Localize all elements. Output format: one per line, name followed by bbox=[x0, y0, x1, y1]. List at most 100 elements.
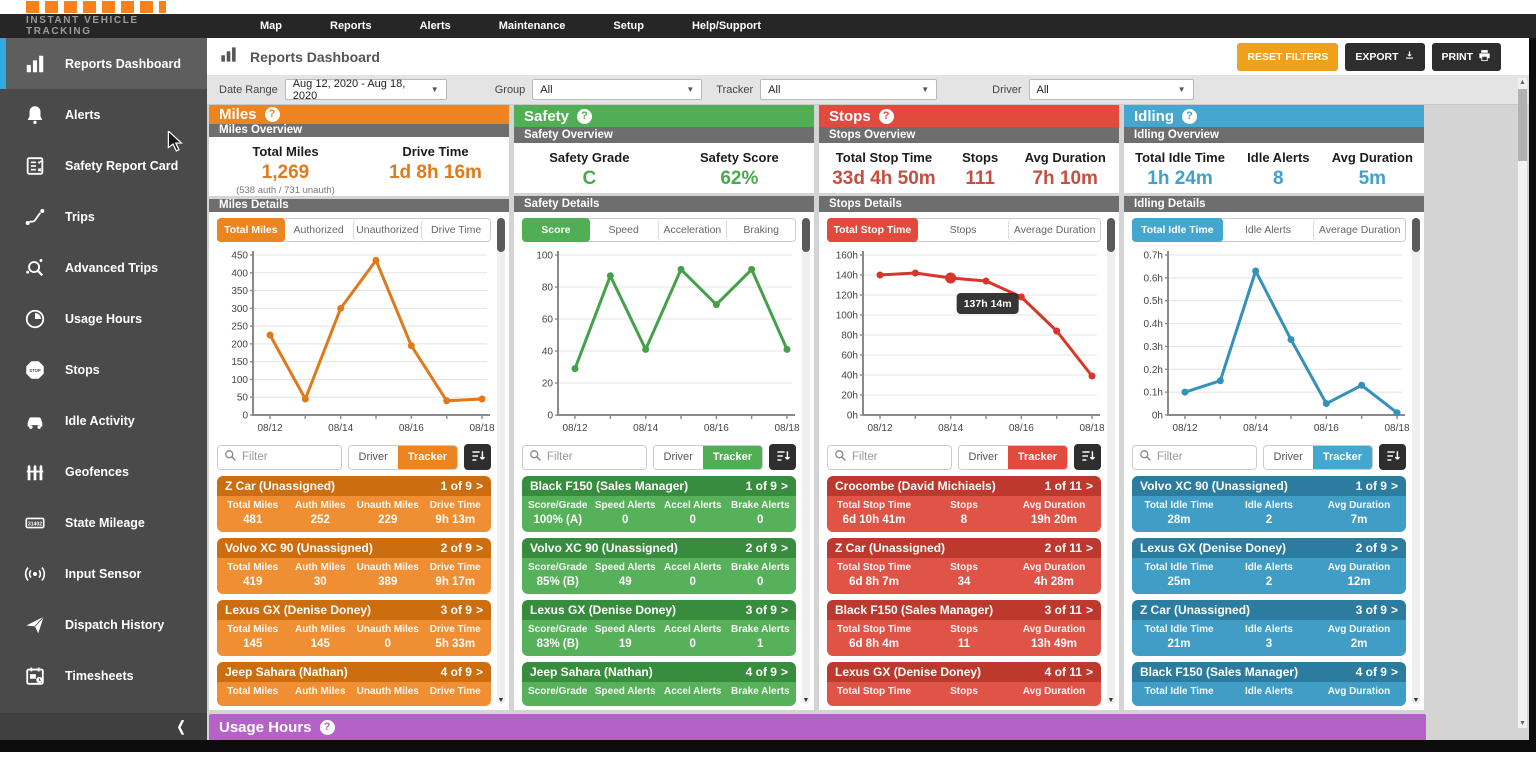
nav-item-map[interactable]: Map bbox=[260, 20, 282, 32]
details-scrollbar[interactable]: ▼ bbox=[497, 218, 505, 704]
tab-unauthorized[interactable]: Unauthorized bbox=[352, 219, 422, 241]
driver-toggle[interactable]: Driver bbox=[1263, 445, 1313, 469]
help-icon[interactable]: ? bbox=[1182, 108, 1197, 124]
card-header[interactable]: Volvo XC 90 (Unassigned) 2 of 9 > bbox=[217, 538, 491, 558]
card-header[interactable]: Jeep Sahara (Nathan) 4 of 9 > bbox=[217, 662, 491, 682]
sidebar-item-idle-activity[interactable]: Idle Activity bbox=[0, 395, 207, 446]
driver-toggle[interactable]: Driver bbox=[348, 445, 398, 469]
scroll-down-icon[interactable]: ▼ bbox=[1412, 697, 1420, 705]
tab-average-duration[interactable]: Average Duration bbox=[1313, 219, 1406, 242]
card-header[interactable]: Z Car (Unassigned) 3 of 9 > bbox=[1132, 600, 1406, 621]
card-header[interactable]: Crocombe (David Michiaels) 1 of 11 > bbox=[827, 476, 1101, 497]
card-header[interactable]: Black F150 (Sales Manager) 3 of 11 > bbox=[827, 600, 1101, 621]
sidebar-item-state-mileage[interactable]: 31402 State Mileage bbox=[0, 497, 207, 548]
card-header[interactable]: Lexus GX (Denise Doney) 2 of 9 > bbox=[1132, 538, 1406, 559]
vehicle-card[interactable]: Volvo XC 90 (Unassigned) 2 of 9 > Score/Gra… bbox=[522, 538, 796, 595]
scrollbar-thumb[interactable] bbox=[1518, 89, 1527, 161]
details-scrollbar[interactable]: ▼ bbox=[802, 218, 810, 705]
sidebar-item-alerts[interactable]: Alerts bbox=[0, 89, 207, 140]
scroll-down-icon[interactable]: ▼ bbox=[497, 697, 505, 704]
help-icon[interactable]: ? bbox=[878, 108, 894, 124]
scroll-down-icon[interactable]: ▼ bbox=[1107, 697, 1115, 705]
main-scrollbar[interactable]: ▲ ▼ bbox=[1518, 78, 1527, 728]
tracker-toggle[interactable]: Tracker bbox=[1007, 445, 1067, 469]
tracker-select[interactable]: All ▼ bbox=[760, 79, 938, 100]
panel-chart[interactable]: 0 50 100 150 200 250 300 350 400 450 08/12 08/14 08/… bbox=[217, 245, 495, 443]
vehicle-card[interactable]: Jeep Sahara (Nathan) 4 of 9 > Score/Grade Sp… bbox=[522, 662, 796, 707]
sidebar-item-trips[interactable]: Trips bbox=[0, 191, 207, 242]
vehicle-card[interactable]: Volvo XC 90 (Unassigned) 2 of 9 > Total Mil… bbox=[217, 538, 491, 594]
card-header[interactable]: Lexus GX (Denise Doney) 4 of 11 > bbox=[827, 662, 1101, 683]
vehicle-card[interactable]: Z Car (Unassigned) 2 of 11 > Total Stop Tim… bbox=[827, 538, 1101, 595]
tab-stops[interactable]: Stops bbox=[916, 219, 1009, 242]
tab-total-idle-time[interactable]: Total Idle Time bbox=[1132, 218, 1223, 243]
sidebar-item-stops[interactable]: STOP Stops bbox=[0, 344, 207, 395]
scrollbar-thumb[interactable] bbox=[1412, 218, 1420, 253]
nav-item-setup[interactable]: Setup bbox=[613, 20, 644, 32]
tab-score[interactable]: Score bbox=[522, 218, 590, 243]
filter-input[interactable]: Filter bbox=[1132, 444, 1257, 470]
nav-item-help-support[interactable]: Help/Support bbox=[691, 20, 762, 32]
date-range-select[interactable]: Aug 12, 2020 - Aug 18, 2020 ▼ bbox=[284, 78, 447, 102]
sidebar-item-timesheets[interactable]: Timesheets bbox=[0, 650, 207, 701]
tab-acceleration[interactable]: Acceleration bbox=[657, 219, 727, 242]
group-select[interactable]: All ▼ bbox=[532, 79, 703, 100]
card-header[interactable]: Jeep Sahara (Nathan) 4 of 9 > bbox=[522, 662, 796, 683]
sidebar-item-safety-report-card[interactable]: Safety Report Card bbox=[0, 140, 207, 191]
print-button[interactable]: PRINT bbox=[1431, 42, 1501, 71]
card-header[interactable]: Lexus GX (Denise Doney) 3 of 9 > bbox=[217, 600, 491, 620]
vehicle-card[interactable]: Volvo XC 90 (Unassigned) 1 of 9 > Total Idl… bbox=[1132, 476, 1406, 533]
panel-chart[interactable]: 0h 20h 40h 60h 80h 100h 120h 140h 160h 08/12 08/14… bbox=[827, 245, 1105, 443]
help-icon[interactable]: ? bbox=[577, 108, 593, 124]
sidebar-collapse-button[interactable]: ❬ bbox=[0, 713, 207, 740]
card-header[interactable]: Volvo XC 90 (Unassigned) 1 of 9 > bbox=[1132, 476, 1406, 497]
help-icon[interactable]: ? bbox=[264, 106, 280, 122]
sidebar-item-geofences[interactable]: Geofences bbox=[0, 446, 207, 497]
driver-toggle[interactable]: Driver bbox=[653, 445, 703, 469]
scroll-down-icon[interactable]: ▼ bbox=[1519, 720, 1526, 727]
details-scrollbar[interactable]: ▼ bbox=[1107, 218, 1115, 705]
vehicle-card[interactable]: Black F150 (Sales Manager) 1 of 9 > Score/G… bbox=[522, 476, 796, 533]
tab-average-duration[interactable]: Average Duration bbox=[1008, 219, 1101, 242]
tracker-toggle[interactable]: Tracker bbox=[702, 445, 762, 469]
scroll-down-icon[interactable]: ▼ bbox=[802, 697, 810, 705]
scrollbar-thumb[interactable] bbox=[1107, 218, 1115, 253]
sidebar-item-dispatch-history[interactable]: Dispatch History bbox=[0, 599, 207, 650]
driver-select[interactable]: All ▼ bbox=[1028, 79, 1194, 100]
tab-total-miles[interactable]: Total Miles bbox=[217, 218, 285, 242]
reset-filters-button[interactable]: RESET FILTERS bbox=[1237, 42, 1339, 71]
vehicle-card[interactable]: Lexus GX (Denise Doney) 3 of 9 > Total Mile… bbox=[217, 600, 491, 656]
panel-chart[interactable]: 0h 0.1h 0.2h 0.3h 0.4h 0.5h 0.6h 0.7h 08/12 08/14… bbox=[1132, 245, 1410, 443]
export-button[interactable]: EXPORT bbox=[1345, 42, 1425, 71]
vehicle-card[interactable]: Z Car (Unassigned) 1 of 9 > Total Miles 481 A… bbox=[217, 476, 491, 532]
sidebar-item-advanced-trips[interactable]: Advanced Trips bbox=[0, 242, 207, 293]
tab-braking[interactable]: Braking bbox=[726, 219, 795, 242]
tab-total-stop-time[interactable]: Total Stop Time bbox=[827, 218, 918, 243]
sort-button[interactable] bbox=[1074, 444, 1101, 471]
vehicle-card[interactable]: Crocombe (David Michiaels) 1 of 11 > Total … bbox=[827, 476, 1101, 533]
nav-item-reports[interactable]: Reports bbox=[330, 20, 372, 32]
filter-input[interactable]: Filter bbox=[217, 444, 342, 470]
vehicle-card[interactable]: Lexus GX (Denise Doney) 3 of 9 > Score/Grad… bbox=[522, 600, 796, 657]
tab-drive-time[interactable]: Drive Time bbox=[421, 219, 490, 241]
vehicle-card[interactable]: Lexus GX (Denise Doney) 2 of 9 > Total Idle… bbox=[1132, 538, 1406, 595]
card-header[interactable]: Volvo XC 90 (Unassigned) 2 of 9 > bbox=[522, 538, 796, 559]
card-header[interactable]: Black F150 (Sales Manager) 4 of 9 > bbox=[1132, 662, 1406, 683]
vehicle-card[interactable]: Z Car (Unassigned) 3 of 9 > Total Idle Time… bbox=[1132, 600, 1406, 657]
tab-idle-alerts[interactable]: Idle Alerts bbox=[1221, 219, 1314, 242]
details-scrollbar[interactable]: ▼ bbox=[1412, 218, 1420, 705]
scrollbar-thumb[interactable] bbox=[802, 218, 810, 253]
sidebar-item-reports-dashboard[interactable]: Reports Dashboard bbox=[0, 38, 207, 89]
scrollbar-thumb[interactable] bbox=[497, 218, 505, 252]
vehicle-card[interactable]: Black F150 (Sales Manager) 4 of 9 > Total I… bbox=[1132, 662, 1406, 707]
card-header[interactable]: Z Car (Unassigned) 2 of 11 > bbox=[827, 538, 1101, 559]
card-header[interactable]: Black F150 (Sales Manager) 1 of 9 > bbox=[522, 476, 796, 497]
tracker-toggle[interactable]: Tracker bbox=[1312, 445, 1372, 469]
card-header[interactable]: Lexus GX (Denise Doney) 3 of 9 > bbox=[522, 600, 796, 621]
driver-toggle[interactable]: Driver bbox=[958, 445, 1008, 469]
sidebar-item-usage-hours[interactable]: Usage Hours bbox=[0, 293, 207, 344]
scroll-up-icon[interactable]: ▲ bbox=[1519, 79, 1526, 86]
filter-input[interactable]: Filter bbox=[827, 444, 952, 470]
filter-input[interactable]: Filter bbox=[522, 444, 647, 470]
panel-chart[interactable]: 0 20 40 60 80 100 08/12 08/14 08/16 08/18 bbox=[522, 245, 800, 443]
